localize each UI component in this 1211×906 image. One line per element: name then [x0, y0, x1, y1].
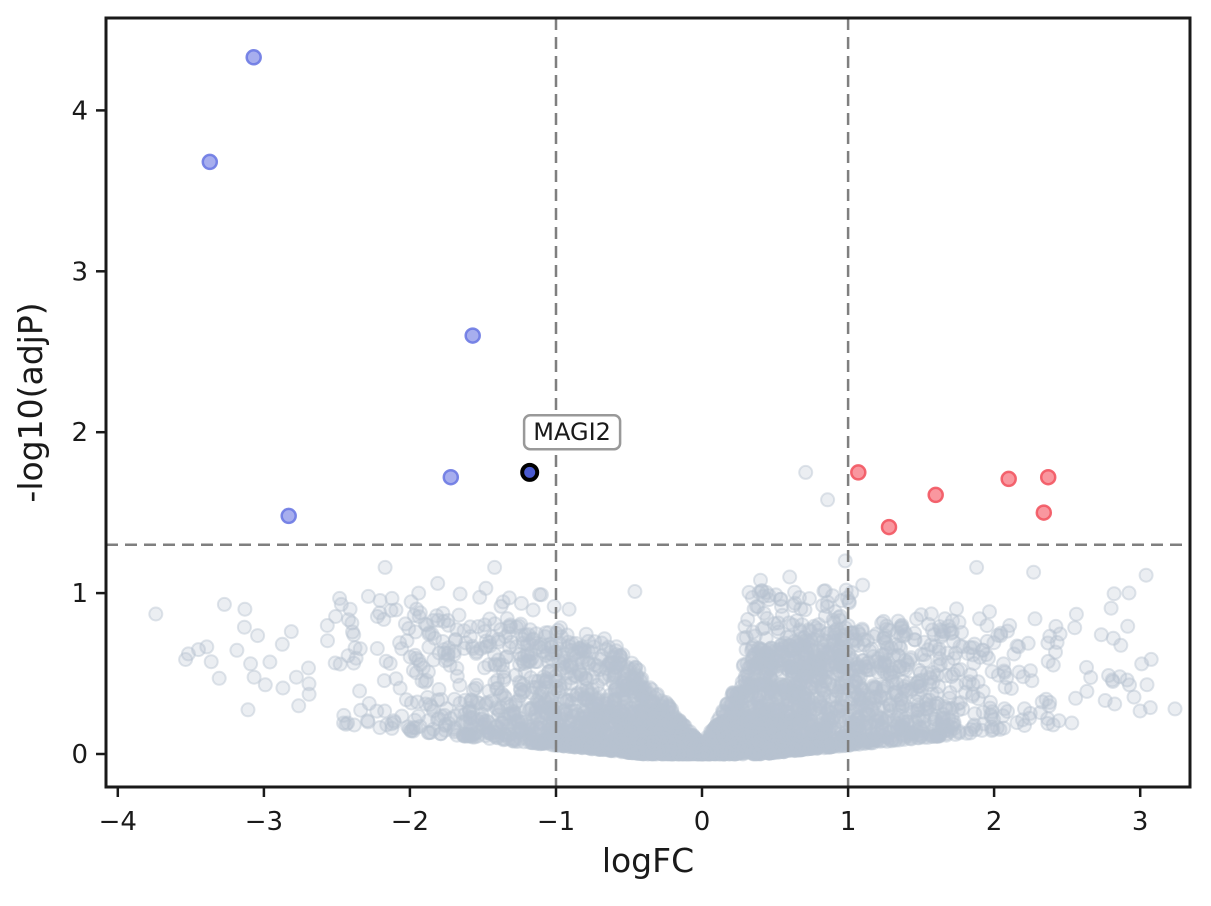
- down-regulated-point: [464, 327, 481, 344]
- plot-border: [104, 16, 1192, 789]
- gray-point: [798, 464, 814, 480]
- x-tick-label: 0: [694, 807, 711, 837]
- gray-point: [969, 559, 985, 575]
- gray-point: [627, 584, 643, 599]
- y-tick-label: 4: [71, 96, 88, 126]
- up-regulated-point: [1035, 504, 1053, 521]
- gray-point: [855, 577, 871, 593]
- gray-point: [501, 590, 517, 606]
- x-axis-label: logFC: [602, 841, 694, 880]
- gray-point: [148, 606, 164, 622]
- up-regulated-point: [1039, 468, 1057, 486]
- up-regulated-point: [927, 486, 944, 504]
- y-tick-label: 3: [71, 257, 88, 287]
- axes: [104, 16, 1192, 789]
- gray-point: [237, 601, 253, 617]
- up-regulated-point: [1000, 470, 1017, 488]
- gray-point: [487, 559, 503, 575]
- x-tick-label: −3: [245, 807, 283, 837]
- down-regulated-point: [280, 507, 297, 525]
- gray-point: [377, 559, 393, 575]
- gray-point: [275, 680, 291, 696]
- gray-point: [1027, 611, 1043, 627]
- down-regulated-point: [245, 49, 262, 66]
- gray-point: [782, 569, 798, 585]
- gene-annotation-label: MAGI2: [533, 418, 611, 446]
- x-axis: −4 −3 −2 −1 0 1 2 3: [99, 787, 1149, 837]
- gray-point: [533, 587, 549, 603]
- down-regulated-point: [201, 153, 219, 171]
- gray-point: [972, 611, 987, 627]
- gray-point: [333, 596, 349, 612]
- gray-point: [430, 575, 446, 591]
- x-tick-label: −2: [391, 807, 429, 837]
- gene-annotation-box: [522, 413, 622, 451]
- x-tick-label: 3: [1132, 807, 1149, 837]
- up-regulated-point: [850, 464, 867, 481]
- x-tick-label: 1: [840, 807, 857, 837]
- x-tick-label: −1: [537, 807, 575, 837]
- y-tick-label: 0: [71, 740, 88, 770]
- gray-point: [820, 492, 836, 508]
- nonsignificant-notable-points: [148, 464, 1150, 696]
- y-tick-label: 2: [71, 418, 88, 448]
- gray-point: [257, 677, 273, 693]
- down-significant-points: [201, 49, 481, 525]
- y-tick-label: 1: [71, 579, 88, 609]
- gray-point: [753, 572, 768, 588]
- gray-point: [837, 553, 853, 569]
- highlighted-gene-point: [520, 462, 540, 482]
- up-significant-points: [850, 464, 1057, 536]
- gray-point: [1026, 564, 1042, 580]
- gray-point: [1119, 672, 1135, 688]
- x-tick-label: 2: [986, 807, 1003, 837]
- threshold-lines: [106, 18, 1190, 787]
- gray-point: [216, 596, 232, 612]
- gray-point: [561, 601, 577, 617]
- gene-annotation: MAGI2: [522, 413, 622, 451]
- gray-point: [1134, 656, 1150, 672]
- y-axis: 0 1 2 3 4: [71, 96, 106, 770]
- up-regulated-point: [880, 518, 898, 536]
- down-regulated-point: [442, 468, 460, 486]
- gray-point: [478, 580, 494, 596]
- gray-point: [342, 601, 358, 617]
- gray-point: [411, 585, 427, 601]
- x-tick-label: −4: [99, 807, 137, 837]
- nonsignificant-cloud: [178, 567, 1183, 762]
- y-axis-label: -log10(adjP): [11, 302, 50, 502]
